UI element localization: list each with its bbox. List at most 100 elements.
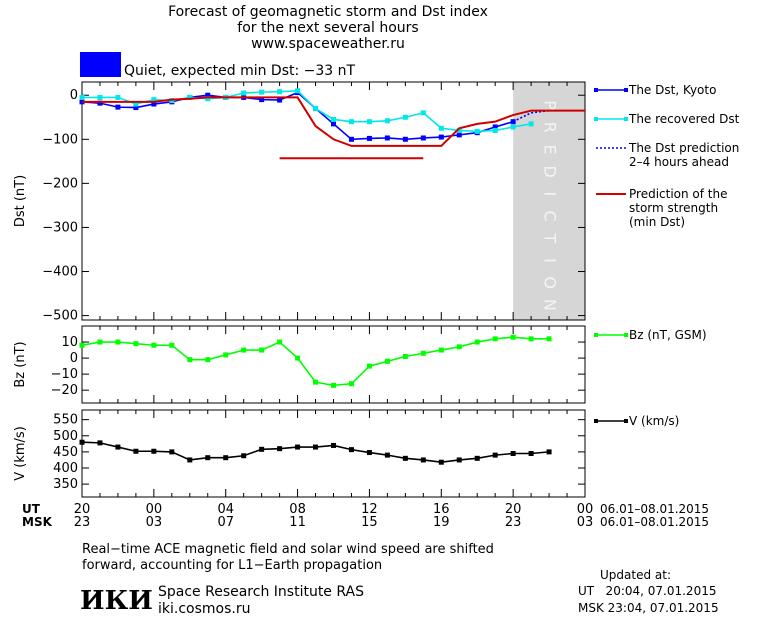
data-point <box>277 339 283 345</box>
y-axis-label: Bz (nT) <box>13 341 28 387</box>
data-point <box>277 89 283 95</box>
legend-label: Prediction of the <box>629 187 728 201</box>
legend-label: Bz (nT, GSM) <box>629 328 707 342</box>
data-point <box>259 97 265 103</box>
y-tick-label: 500 <box>53 429 78 444</box>
data-point <box>474 339 480 345</box>
y-tick-label: −300 <box>42 220 78 235</box>
data-point <box>97 440 103 446</box>
prediction-zone <box>513 82 585 320</box>
data-point <box>151 97 157 103</box>
legend-label: The Dst prediction <box>628 141 739 155</box>
data-point <box>313 379 319 385</box>
data-point <box>456 344 462 350</box>
data-point <box>169 449 175 455</box>
data-point <box>97 100 103 106</box>
data-point <box>331 442 336 448</box>
data-point <box>438 125 444 131</box>
data-point <box>79 439 85 445</box>
legend-marker <box>624 333 628 337</box>
data-point <box>402 455 408 461</box>
data-point <box>295 444 301 450</box>
title-line-2: for the next several hours <box>237 20 419 36</box>
updated-ut: UT 20:04, 07.01.2015 <box>578 584 717 598</box>
data-point <box>79 94 85 100</box>
data-point <box>366 363 372 369</box>
data-point <box>528 451 534 456</box>
data-point <box>510 451 516 456</box>
data-point <box>151 342 157 348</box>
data-point <box>187 457 193 463</box>
legend-label: The recovered Dst <box>628 112 740 126</box>
legend-marker <box>594 419 598 423</box>
data-point <box>205 96 211 102</box>
data-point <box>492 336 498 342</box>
data-point <box>115 444 121 450</box>
prediction-label-letter: N <box>541 299 560 311</box>
data-point <box>277 97 283 103</box>
msk-tick-label: 23 <box>74 515 91 530</box>
data-point <box>474 128 480 134</box>
updated-msk: MSK 23:04, 07.01.2015 <box>578 601 719 615</box>
data-point <box>348 119 354 125</box>
data-point <box>438 459 444 465</box>
institute-site: iki.cosmos.ru <box>158 601 251 617</box>
prediction-label-letter: T <box>541 232 560 243</box>
prediction-label-letter: C <box>541 211 560 222</box>
series-line <box>81 91 514 141</box>
data-point <box>474 455 480 461</box>
data-point <box>510 124 516 130</box>
msk-tick-label: 03 <box>146 515 163 530</box>
data-point <box>241 90 247 96</box>
data-point <box>187 357 193 363</box>
data-point <box>546 449 552 455</box>
legend-label: storm strength <box>629 201 718 215</box>
msk-tick-label: 03 <box>577 515 594 530</box>
data-point <box>187 94 193 100</box>
legend-marker <box>594 117 598 121</box>
msk-tick-label: 07 <box>217 515 234 530</box>
ut-tick-label: 04 <box>217 502 234 517</box>
data-point <box>366 119 372 125</box>
legend-marker <box>624 419 628 423</box>
prediction-label-letter: E <box>541 144 560 154</box>
data-point <box>295 355 301 361</box>
data-point <box>313 105 319 111</box>
data-point <box>223 455 229 461</box>
data-point <box>456 457 462 463</box>
y-tick-label: 350 <box>53 477 78 492</box>
title-line-1: Forecast of geomagnetic storm and Dst in… <box>168 4 488 20</box>
data-point <box>205 357 211 363</box>
data-point <box>295 88 301 94</box>
y-tick-label: 10 <box>61 335 78 350</box>
data-point <box>259 446 265 452</box>
prediction-label-letter: I <box>541 192 560 197</box>
data-point <box>528 336 534 342</box>
ut-label: UT <box>22 502 40 516</box>
data-point <box>151 448 157 454</box>
data-point <box>528 121 534 127</box>
data-point <box>241 347 247 353</box>
ut-date-range: 06.01–08.01.2015 <box>600 502 710 516</box>
msk-tick-label: 11 <box>289 515 306 530</box>
footer-note-line-2: forward, accounting for L1−Earth propaga… <box>82 558 383 573</box>
y-axis-label: V (km/s) <box>13 426 28 481</box>
status-text: Quiet, expected min Dst: −33 nT <box>124 63 356 79</box>
y-tick-label: 550 <box>53 413 78 428</box>
institute-name: Space Research Institute RAS <box>158 584 364 600</box>
data-point <box>97 94 103 100</box>
data-point <box>115 104 121 110</box>
data-point <box>456 127 462 133</box>
data-point <box>402 114 408 120</box>
ut-tick-label: 00 <box>577 502 594 517</box>
data-point <box>402 136 408 142</box>
data-point <box>223 352 229 358</box>
legend-marker <box>624 88 628 92</box>
data-point <box>546 336 552 342</box>
data-point <box>313 444 319 450</box>
prediction-label-letter: P <box>541 100 560 110</box>
data-point <box>79 342 85 348</box>
data-point <box>384 358 390 364</box>
data-point <box>456 132 462 138</box>
